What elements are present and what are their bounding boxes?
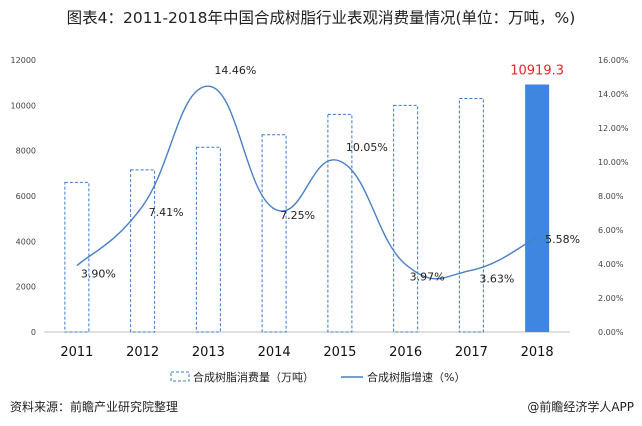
x-tick-label: 2012 bbox=[126, 345, 159, 360]
line-data-label: 3.90% bbox=[81, 268, 116, 281]
source-note: 资料来源：前瞻产业研究院整理 bbox=[10, 400, 179, 414]
x-tick-label: 2014 bbox=[258, 345, 291, 360]
growth-line bbox=[76, 85, 538, 280]
bar-highlight bbox=[525, 84, 550, 332]
left-tick-label: 10000 bbox=[11, 101, 36, 110]
x-tick-label: 2015 bbox=[323, 345, 356, 360]
left-tick-label: 6000 bbox=[16, 192, 36, 201]
line-data-label: 5.58% bbox=[545, 233, 580, 246]
chart-title: 图表4：2011-2018年中国合成树脂行业表观消费量情况(单位：万吨，%) bbox=[66, 9, 576, 27]
x-axis: 2011 2012 2013 2014 2015 2016 2017 2018 bbox=[60, 345, 553, 360]
right-tick-label: 2.00% bbox=[598, 294, 624, 303]
line-data-label: 7.25% bbox=[280, 209, 315, 222]
left-tick-label: 2000 bbox=[16, 283, 36, 292]
x-tick-label: 2018 bbox=[521, 345, 554, 360]
bar bbox=[458, 98, 484, 333]
right-tick-label: 10.00% bbox=[598, 158, 629, 167]
bar bbox=[261, 134, 287, 333]
line-data-label: 10.05% bbox=[346, 141, 388, 154]
right-tick-label: 6.00% bbox=[598, 226, 624, 235]
line-data-label: 14.46% bbox=[214, 64, 256, 77]
left-tick-label: 8000 bbox=[16, 147, 36, 156]
right-tick-label: 8.00% bbox=[598, 192, 624, 201]
bar bbox=[393, 104, 419, 333]
right-tick-label: 4.00% bbox=[598, 260, 624, 269]
left-axis: 0 2000 4000 6000 8000 10000 12000 bbox=[11, 56, 570, 337]
left-tick-label: 0 bbox=[31, 328, 36, 337]
credit-note: @前瞻经济学人APP bbox=[527, 400, 634, 414]
legend-line-label: 合成树脂增速（%） bbox=[367, 370, 465, 384]
right-axis: 0.00% 2.00% 4.00% 6.00% 8.00% 10.00% 12.00% 14.… bbox=[598, 56, 629, 337]
line-series bbox=[76, 85, 538, 280]
line-data-label: 7.41% bbox=[149, 206, 184, 219]
left-tick-label: 4000 bbox=[16, 237, 36, 246]
line-data-label: 3.97% bbox=[410, 271, 445, 284]
right-tick-label: 16.00% bbox=[598, 56, 629, 65]
data-labels: 3.90% 7.41% 14.46% 7.25% 10.05% 3.97% 3.63% 5.5… bbox=[81, 63, 580, 285]
legend-bar-label: 合成树脂消费量（万吨） bbox=[193, 370, 314, 384]
x-tick-label: 2011 bbox=[60, 345, 93, 360]
legend-bar-swatch bbox=[170, 371, 190, 382]
right-tick-label: 0.00% bbox=[598, 328, 624, 337]
bar bbox=[195, 146, 221, 333]
bar-series bbox=[64, 84, 550, 333]
bar bbox=[327, 113, 353, 333]
bar bbox=[130, 169, 156, 333]
line-data-label: 3.63% bbox=[479, 272, 514, 285]
legend: 合成树脂消费量（万吨） 合成树脂增速（%） bbox=[170, 370, 465, 384]
x-tick-label: 2013 bbox=[192, 345, 225, 360]
highlight-value-label: 10919.3 bbox=[510, 63, 564, 78]
x-tick-label: 2017 bbox=[455, 345, 488, 360]
bar bbox=[64, 181, 90, 333]
x-tick-label: 2016 bbox=[389, 345, 422, 360]
right-tick-label: 14.00% bbox=[598, 90, 629, 99]
right-tick-label: 12.00% bbox=[598, 124, 629, 133]
left-tick-label: 12000 bbox=[11, 56, 36, 65]
